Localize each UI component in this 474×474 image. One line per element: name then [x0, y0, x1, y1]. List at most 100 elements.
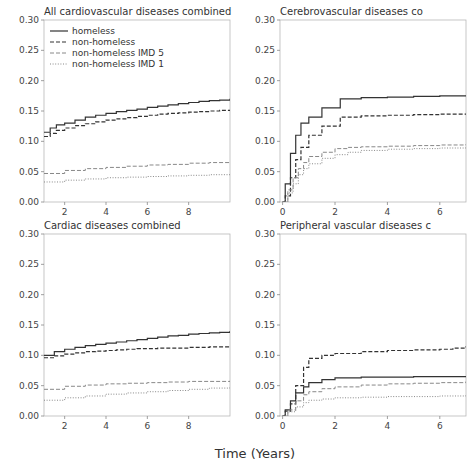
y-tick: [277, 385, 280, 386]
y-tick-label: 0.25: [19, 45, 39, 55]
y-tick-label: 0.10: [255, 350, 275, 360]
y-tick-label: 0.05: [255, 167, 275, 177]
x-tick-label: 6: [437, 207, 443, 217]
y-tick: [41, 355, 44, 356]
legend: homelessnon-homelessnon-homeless IMD 5no…: [50, 26, 164, 69]
y-tick-label: 0.25: [255, 259, 275, 269]
y-tick: [277, 294, 280, 295]
panel: 0.000.050.100.150.200.250.300246Peripher…: [255, 220, 466, 431]
y-tick-label: 0.15: [255, 106, 275, 116]
x-tick: [147, 202, 148, 205]
y-tick: [41, 20, 44, 21]
x-tick-label: 2: [62, 207, 68, 217]
x-tick: [387, 416, 388, 419]
legend-label: non-homeless IMD 5: [72, 48, 164, 58]
x-tick: [106, 416, 107, 419]
x-tick-label: 2: [62, 421, 68, 431]
x-tick-label: 4: [385, 207, 391, 217]
y-tick: [41, 80, 44, 81]
y-tick: [277, 264, 280, 265]
y-tick: [277, 234, 280, 235]
y-tick-label: 0.30: [19, 15, 39, 25]
step-line: [283, 96, 466, 202]
y-tick-label: 0.20: [255, 76, 275, 86]
y-tick: [41, 294, 44, 295]
x-tick: [64, 416, 65, 419]
step-line: [283, 346, 466, 416]
step-line: [44, 110, 230, 137]
step-line: [283, 381, 466, 416]
x-tick-label: 0: [280, 421, 286, 431]
x-tick: [439, 202, 440, 205]
y-tick: [41, 171, 44, 172]
legend-label: homeless: [72, 26, 115, 36]
y-tick: [41, 141, 44, 142]
x-tick-label: 2: [332, 207, 338, 217]
y-tick: [41, 385, 44, 386]
y-tick-label: 0.05: [255, 381, 275, 391]
plot-frame: [280, 20, 466, 202]
x-tick-label: 6: [144, 207, 150, 217]
y-tick-label: 0.15: [255, 320, 275, 330]
legend-label: non-homeless IMD 1: [72, 59, 164, 69]
step-line: [44, 174, 230, 182]
y-tick: [41, 50, 44, 51]
y-tick: [277, 80, 280, 81]
y-tick: [277, 141, 280, 142]
x-tick: [439, 416, 440, 419]
y-tick-label: 0.20: [19, 76, 39, 86]
y-tick: [41, 264, 44, 265]
y-tick: [277, 355, 280, 356]
y-tick-label: 0.05: [19, 167, 39, 177]
x-tick-label: 6: [144, 421, 150, 431]
data-group: [283, 96, 466, 202]
x-tick: [335, 416, 336, 419]
panel: 0.000.050.100.150.200.250.300246Cerebrov…: [255, 6, 466, 217]
y-tick-label: 0.20: [255, 290, 275, 300]
step-line: [44, 387, 230, 400]
x-tick: [188, 202, 189, 205]
x-tick-label: 0: [280, 207, 286, 217]
y-tick-label: 0.15: [19, 320, 39, 330]
x-tick: [282, 416, 283, 419]
y-tick: [41, 234, 44, 235]
y-tick-label: 0.00: [255, 411, 275, 421]
y-tick-label: 0.00: [19, 197, 39, 207]
y-tick: [41, 202, 44, 203]
y-tick: [277, 171, 280, 172]
y-tick-label: 0.00: [255, 197, 275, 207]
y-tick: [41, 111, 44, 112]
legend-swatch: [50, 53, 68, 54]
y-tick: [277, 20, 280, 21]
chart-figure: 0.000.050.100.150.200.250.302468All card…: [0, 0, 474, 474]
step-line: [283, 144, 466, 202]
y-tick-label: 0.30: [255, 15, 275, 25]
x-tick-label: 8: [186, 421, 192, 431]
y-tick-label: 0.30: [19, 229, 39, 239]
x-tick: [335, 202, 336, 205]
y-tick-label: 0.25: [19, 259, 39, 269]
panel: 0.000.050.100.150.200.250.302468All card…: [19, 6, 231, 217]
step-line: [283, 147, 466, 202]
x-tick: [387, 202, 388, 205]
step-line: [44, 331, 230, 355]
plot-frame: [44, 20, 230, 202]
x-tick-label: 4: [103, 207, 109, 217]
step-line: [44, 381, 230, 389]
y-tick-label: 0.30: [255, 229, 275, 239]
y-tick-label: 0.10: [19, 350, 39, 360]
x-tick-label: 4: [103, 421, 109, 431]
panel-title: Peripheral vascular diseases c: [280, 220, 431, 231]
y-tick: [277, 111, 280, 112]
y-tick: [41, 325, 44, 326]
step-line: [283, 377, 466, 416]
step-line: [44, 346, 230, 358]
legend-swatch: [50, 64, 68, 65]
panel: 0.000.050.100.150.200.250.302468Cardiac …: [19, 220, 230, 431]
y-tick-label: 0.25: [255, 45, 275, 55]
data-group: [283, 346, 466, 416]
panel-title: Cerebrovascular diseases co: [280, 6, 423, 17]
data-group: [44, 99, 230, 182]
x-tick: [106, 202, 107, 205]
panel-title: Cardiac diseases combined: [44, 220, 181, 231]
